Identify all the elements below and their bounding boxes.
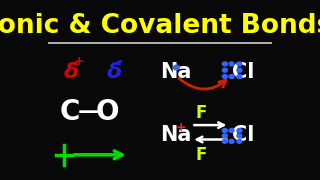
Circle shape bbox=[222, 134, 227, 138]
Text: —: — bbox=[77, 102, 100, 122]
Circle shape bbox=[237, 129, 242, 132]
Text: F: F bbox=[196, 146, 207, 164]
Text: δ: δ bbox=[64, 62, 79, 82]
Text: F: F bbox=[196, 104, 207, 122]
Circle shape bbox=[229, 129, 234, 132]
Circle shape bbox=[237, 75, 242, 78]
Circle shape bbox=[222, 129, 227, 132]
Text: δ: δ bbox=[106, 62, 122, 82]
Text: O: O bbox=[95, 98, 119, 126]
Text: Ionic & Covalent Bonds: Ionic & Covalent Bonds bbox=[0, 13, 320, 39]
Circle shape bbox=[222, 139, 227, 143]
Text: Cl: Cl bbox=[232, 125, 254, 145]
Circle shape bbox=[222, 68, 227, 72]
Circle shape bbox=[237, 62, 242, 66]
Circle shape bbox=[222, 62, 227, 66]
Circle shape bbox=[173, 65, 179, 70]
Circle shape bbox=[222, 75, 227, 78]
Circle shape bbox=[237, 68, 242, 72]
Text: Cl: Cl bbox=[232, 62, 254, 82]
Circle shape bbox=[229, 75, 234, 78]
Circle shape bbox=[237, 134, 242, 138]
Text: Na: Na bbox=[160, 125, 191, 145]
Text: +: + bbox=[176, 121, 187, 134]
Text: –: – bbox=[116, 55, 123, 68]
Text: +: + bbox=[74, 55, 84, 68]
Text: C: C bbox=[60, 98, 80, 126]
Circle shape bbox=[229, 62, 234, 66]
Text: Na: Na bbox=[160, 62, 191, 82]
Circle shape bbox=[237, 139, 242, 143]
Circle shape bbox=[229, 139, 234, 143]
